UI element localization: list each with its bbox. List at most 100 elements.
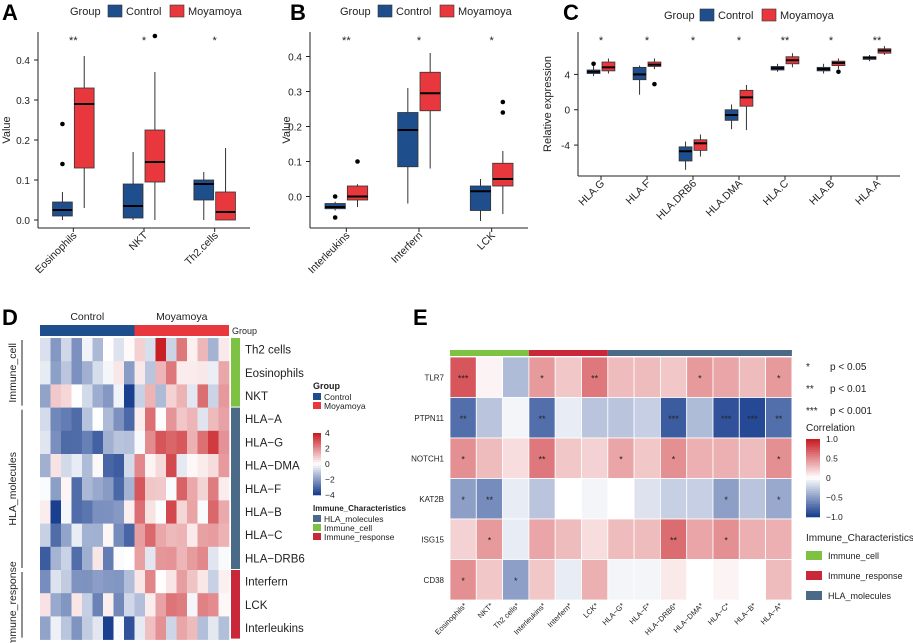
row-label: NOTCH1	[411, 454, 444, 463]
legend-swatch-moyamoya	[313, 402, 321, 409]
heatmap-cell	[176, 454, 188, 478]
char-legend-title: Immune_Characteristics	[806, 533, 913, 544]
x-tick-label: NKT	[127, 229, 151, 253]
heatmap-cell	[50, 546, 62, 571]
heatmap-cell	[134, 593, 146, 617]
heatmap-cell	[82, 384, 93, 408]
heatmap-cell	[103, 546, 114, 571]
row-label: Eosinophils	[245, 368, 304, 380]
heatmap-cell	[134, 338, 146, 362]
group-bar-moyamoya	[134, 325, 229, 336]
significance-marker: *	[737, 35, 742, 47]
heatmap-cell	[50, 454, 62, 478]
heatmap-cell	[581, 518, 609, 560]
row-label: Th2 cells	[245, 345, 291, 357]
row-label: KAT2B	[419, 495, 444, 504]
significance-marker: *	[417, 35, 422, 47]
significance-marker: **	[342, 35, 351, 47]
char-legend-swatch	[806, 551, 822, 560]
heatmap-cell	[554, 437, 582, 479]
legend-label-control: Control	[396, 6, 431, 18]
significance-marker: *	[777, 454, 781, 464]
heatmap-cell	[124, 523, 135, 548]
char-legend-swatch	[806, 591, 822, 600]
heatmap-cell	[155, 361, 167, 385]
heatmap-cell	[528, 356, 556, 398]
outlier-point	[500, 110, 506, 115]
heatmap-cell	[134, 500, 146, 524]
color-scale-step	[313, 470, 321, 473]
heatmap-cell	[633, 478, 661, 520]
color-scale-step	[313, 488, 321, 492]
x-tick-label: Interfern	[389, 230, 425, 266]
heatmap-cell	[113, 338, 125, 362]
outlier-point	[60, 161, 65, 167]
color-scale-step	[313, 435, 321, 438]
significance-marker: **	[591, 373, 599, 383]
color-scale-step	[313, 482, 321, 485]
heatmap-cell	[92, 546, 104, 571]
legend-swatch-control	[107, 4, 123, 18]
heatmap-cell	[449, 478, 477, 520]
color-scale-tick: 1.0	[826, 434, 838, 444]
color-scale-step	[806, 443, 820, 446]
outlier-point	[500, 99, 506, 105]
heatmap-cell	[197, 616, 209, 640]
heatmap-cell	[176, 430, 188, 455]
y-tick-label: 0.3	[16, 96, 30, 107]
heatmap-cell	[208, 523, 219, 548]
heatmap-cell	[475, 356, 503, 398]
heatmap-cell	[145, 384, 156, 408]
color-scale-step	[313, 455, 321, 459]
heatmap-cell	[71, 570, 83, 594]
column-label: NKT*	[476, 601, 495, 620]
heatmap-cell	[218, 500, 230, 524]
heatmap-cell	[145, 477, 156, 501]
box-moyamoya	[346, 185, 369, 201]
heatmap-cell	[92, 430, 104, 455]
heatmap-cell	[633, 437, 661, 479]
color-scale-step	[806, 480, 820, 483]
heatmap-cell	[50, 477, 62, 501]
heatmap-cell	[113, 570, 125, 594]
heatmap-cell	[166, 523, 177, 548]
heatmap-cell	[197, 593, 209, 617]
column-label: Interfern*	[546, 601, 574, 629]
legend-group-title: Group	[313, 381, 340, 391]
heatmap-cell	[581, 559, 609, 601]
heatmap-cell	[134, 523, 146, 548]
heatmap-cell	[187, 616, 198, 640]
heatmap-cell	[502, 356, 530, 398]
heatmap-cell	[187, 546, 198, 571]
heatmap-cell	[40, 338, 51, 362]
heatmap-cell	[145, 570, 156, 594]
heatmap-cell	[124, 616, 135, 640]
scale-title: Correlation	[806, 423, 855, 434]
heatmap-cell	[166, 407, 177, 432]
color-scale-step	[313, 439, 321, 442]
heatmap-cell	[124, 570, 135, 594]
color-scale-step	[806, 491, 820, 494]
color-scale-step	[806, 467, 820, 470]
x-tick-label: HLA.F	[624, 178, 654, 208]
row-group-bar	[231, 407, 240, 569]
heatmap-cell	[61, 430, 72, 455]
y-tick-label: -4	[561, 141, 570, 152]
heatmap-cell	[61, 454, 72, 478]
heatmap-cell	[155, 477, 167, 501]
box-moyamoya	[144, 129, 166, 183]
heatmap-cell	[50, 430, 62, 455]
heatmap-cell	[113, 407, 125, 432]
heatmap-cell	[660, 518, 688, 560]
heatmap-cell	[208, 361, 219, 385]
heatmap-cell	[738, 559, 766, 601]
heatmap-cell	[155, 500, 167, 524]
heatmap-cell	[92, 477, 104, 501]
column-label: HLA−C*	[706, 601, 732, 627]
heatmap-cell	[218, 523, 230, 548]
color-scale-step	[806, 452, 820, 455]
heatmap-cell	[82, 361, 93, 385]
significance-marker: *	[488, 535, 492, 545]
row-label: HLA−A	[245, 414, 282, 426]
heatmap-cell	[40, 570, 51, 594]
